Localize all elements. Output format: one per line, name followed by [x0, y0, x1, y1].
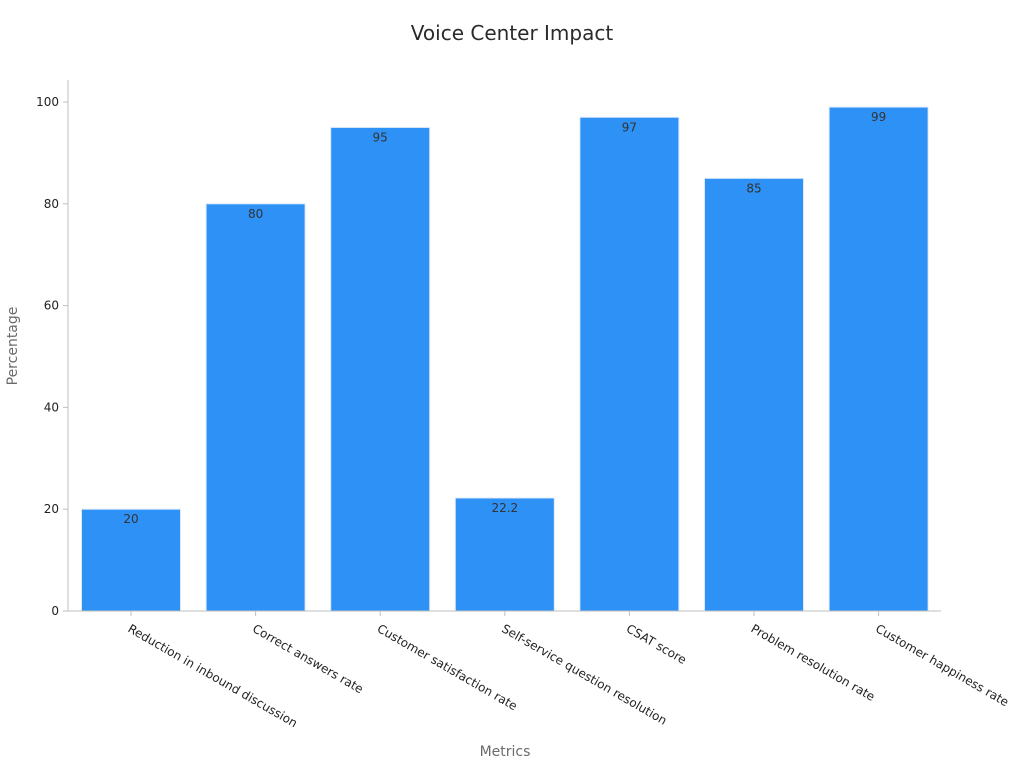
data-label: 22.2 — [491, 501, 518, 515]
y-axis: 0 20 40 60 80 100 — [36, 80, 69, 618]
bar — [704, 177, 804, 612]
x-tick-label: Customer satisfaction rate — [375, 621, 520, 713]
bar — [828, 106, 929, 612]
bar — [205, 203, 306, 612]
y-tick-label: 40 — [44, 400, 59, 414]
y-tick-label: 20 — [44, 502, 59, 516]
bar — [330, 126, 431, 612]
x-tick-label: Customer happiness rate — [873, 621, 1011, 709]
x-tick-label: Problem resolution rate — [749, 621, 878, 703]
x-axis-label: Metrics — [480, 744, 531, 760]
data-label: 85 — [746, 181, 761, 195]
data-label: 97 — [622, 120, 637, 134]
x-tick-label: Correct answers rate — [250, 621, 366, 696]
y-axis-label: Percentage — [5, 307, 21, 386]
data-labels-group: 20 80 95 22.2 97 85 99 — [123, 110, 886, 526]
data-label: 80 — [248, 207, 263, 221]
x-tick-label: CSAT score — [624, 621, 689, 667]
data-label: 95 — [373, 130, 388, 144]
bar — [579, 116, 680, 612]
y-tick-label: 60 — [44, 299, 59, 313]
bar — [454, 497, 555, 612]
y-tick-label: 80 — [44, 197, 59, 211]
bars-group — [81, 106, 929, 612]
bar — [81, 508, 181, 612]
data-label: 99 — [871, 110, 886, 124]
chart-title: Voice Center Impact — [411, 21, 614, 45]
data-label: 20 — [123, 512, 138, 526]
y-tick-label: 0 — [51, 604, 59, 618]
y-tick-label: 100 — [36, 95, 59, 109]
